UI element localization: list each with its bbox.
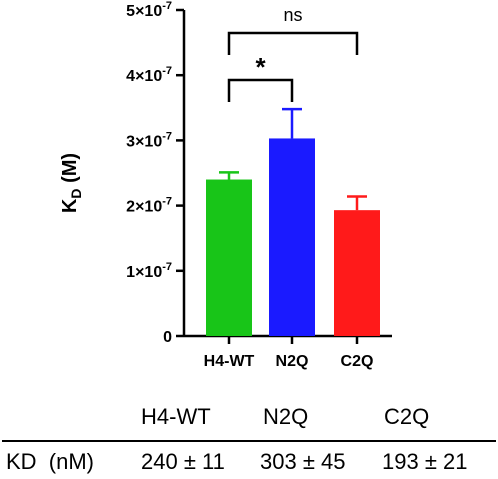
significance-bracket bbox=[227, 31, 359, 55]
bar-n2q bbox=[269, 138, 315, 336]
significance-label: * bbox=[255, 52, 266, 82]
y-tick-label: 5×10-7 bbox=[126, 0, 172, 20]
y-tick-label: 0 bbox=[163, 329, 172, 346]
table-row-label: KD (nM) bbox=[6, 449, 94, 474]
significance-label: ns bbox=[283, 5, 302, 25]
x-tick-label: N2Q bbox=[276, 353, 309, 370]
bar-c2q bbox=[334, 210, 380, 336]
significance-bracket bbox=[227, 78, 294, 102]
y-tick-label: 3×10-7 bbox=[126, 130, 172, 150]
kd-bar-chart: 0 1×10-7 2×10-7 3×10-7 4×10-7 5×10-7 H4-WT N2Q C… bbox=[59, 0, 392, 370]
y-tick-label: 2×10-7 bbox=[126, 196, 172, 216]
x-tick-label: H4-WT bbox=[204, 353, 255, 370]
table-cell-n2q: 303 ± 45 bbox=[260, 449, 346, 474]
table-header-n2q: N2Q bbox=[263, 404, 309, 429]
bar-h4-wt bbox=[206, 179, 252, 336]
table-header-h4wt: H4-WT bbox=[141, 404, 211, 429]
table-header-c2q: C2Q bbox=[384, 404, 430, 429]
table-cell-c2q: 193 ± 21 bbox=[382, 449, 468, 474]
x-tick-label: C2Q bbox=[341, 353, 374, 370]
chart-svg: 0 1×10-7 2×10-7 3×10-7 4×10-7 5×10-7 H4-WT N2Q C… bbox=[59, 0, 392, 370]
y-tick-label: 4×10-7 bbox=[126, 65, 172, 85]
y-tick-label: 1×10-7 bbox=[126, 261, 172, 281]
table-cell-h4wt: 240 ± 11 bbox=[141, 449, 225, 474]
y-axis-label: KD (M) bbox=[59, 153, 84, 213]
table-divider bbox=[2, 440, 496, 442]
